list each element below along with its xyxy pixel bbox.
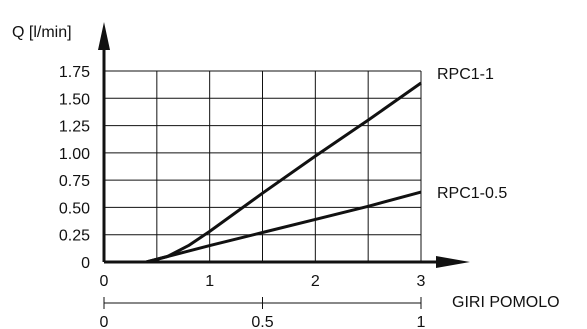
- x-axis: [104, 256, 470, 268]
- series-label-rpc1-0.5: RPC1-0.5: [437, 185, 507, 202]
- y-tick-label: 1.00: [59, 146, 90, 163]
- y-tick-label: 0.50: [59, 200, 90, 217]
- y-tick-label: 1.25: [59, 119, 90, 136]
- series-layer: [145, 81, 422, 264]
- y-axis-label: Q [l/min]: [12, 24, 72, 41]
- y-tick-label: 0.25: [59, 228, 90, 245]
- secondary-x-tick-label: 1: [417, 314, 426, 329]
- secondary-x-axis: [103, 297, 422, 309]
- tick-labels: 0 0.25 0.50 0.75 1.00 1.25 1.50 1.75 0 1 2 3 0 0.5 1: [59, 64, 426, 329]
- x-axis-arrow-icon: [436, 256, 470, 268]
- y-tick-label: 0: [81, 255, 90, 272]
- series-label-rpc1-1: RPC1-1: [437, 66, 494, 83]
- x-tick-label: 3: [417, 273, 426, 290]
- x-tick-label: 0: [100, 273, 109, 290]
- y-axis-arrow-icon: [98, 22, 110, 50]
- secondary-x-tick-label: 0: [100, 314, 109, 329]
- y-tick-label: 1.50: [59, 91, 90, 108]
- series-line-2: [145, 190, 422, 264]
- secondary-x-tick-label: 0.5: [251, 314, 273, 329]
- x-tick-label: 1: [205, 273, 214, 290]
- y-axis: [98, 22, 110, 262]
- x-axis-label: GIRI POMOLO: [452, 294, 560, 311]
- y-tick-label: 1.75: [59, 64, 90, 81]
- y-tick-label: 0.75: [59, 173, 90, 190]
- x-tick-label: 2: [311, 273, 320, 290]
